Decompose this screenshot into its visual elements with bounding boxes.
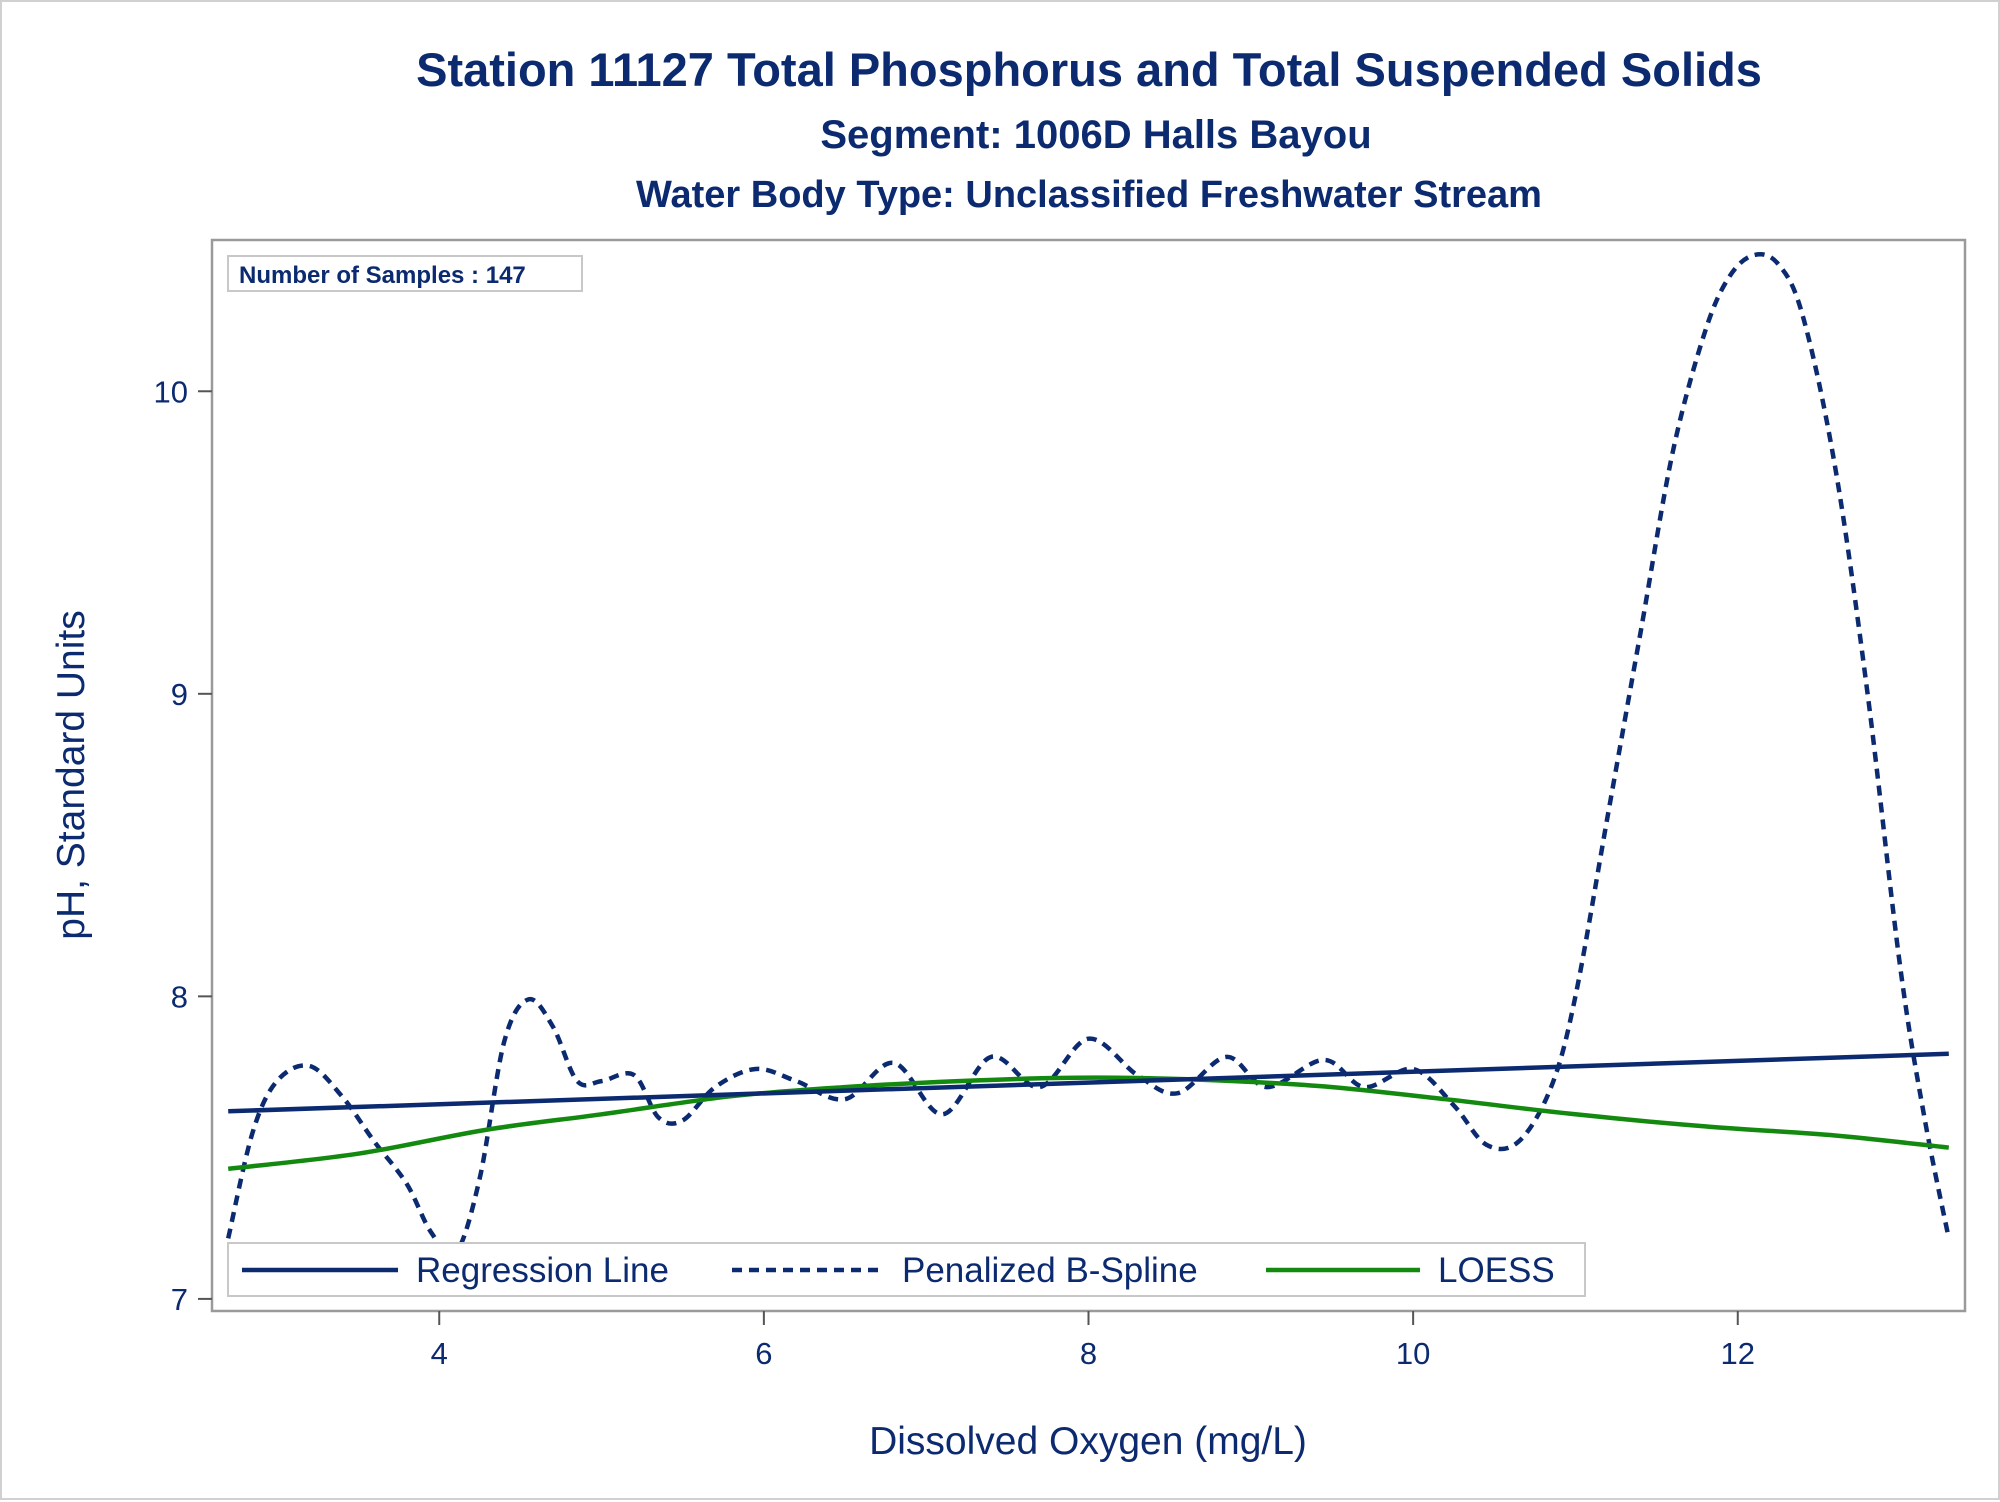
legend-label-regression-line: Regression Line [416, 1251, 669, 1290]
series-penalized-b-spline-line [226, 252, 1952, 1258]
x-axis: 4 6 8 10 12 [431, 1311, 1755, 1371]
series-layer [226, 252, 1952, 1258]
series-regression-line-line [228, 1051, 1949, 1114]
y-axis: 7 8 9 10 [154, 374, 212, 1317]
y-axis-label: pH, Standard Units [50, 610, 93, 940]
x-tick-label-2: 8 [1080, 1336, 1097, 1371]
x-tick-label-1: 6 [755, 1336, 772, 1371]
legend-label-loess: LOESS [1438, 1251, 1555, 1290]
sample-count-box [227, 255, 583, 292]
y-tick-label-2: 9 [171, 677, 188, 712]
x-tick-label-4: 12 [1721, 1336, 1755, 1371]
chart-subtitle: Segment: 1006D Halls Bayou [820, 113, 1371, 157]
sample-count-text: Number of Samples : 147 [239, 262, 526, 289]
x-tick-label-0: 4 [431, 1336, 448, 1371]
y-tick-label-3: 10 [154, 374, 188, 409]
chart-title: Station 11127 Total Phosphorus and Total… [416, 43, 1762, 96]
chart-subtitle-2: Water Body Type: Unclassified Freshwater… [636, 174, 1542, 216]
y-tick-label-0: 7 [171, 1282, 188, 1317]
plot-area [210, 238, 1967, 1313]
series-loess-line [227, 1075, 1950, 1172]
y-tick-label-1: 8 [171, 979, 188, 1014]
x-tick-label-3: 10 [1396, 1336, 1430, 1371]
legend: Regression Line Penalized B-Spline LOESS [227, 1242, 1586, 1297]
x-axis-label: Dissolved Oxygen (mg/L) [869, 1420, 1307, 1463]
legend-label-penalized-b-spline: Penalized B-Spline [902, 1251, 1198, 1290]
